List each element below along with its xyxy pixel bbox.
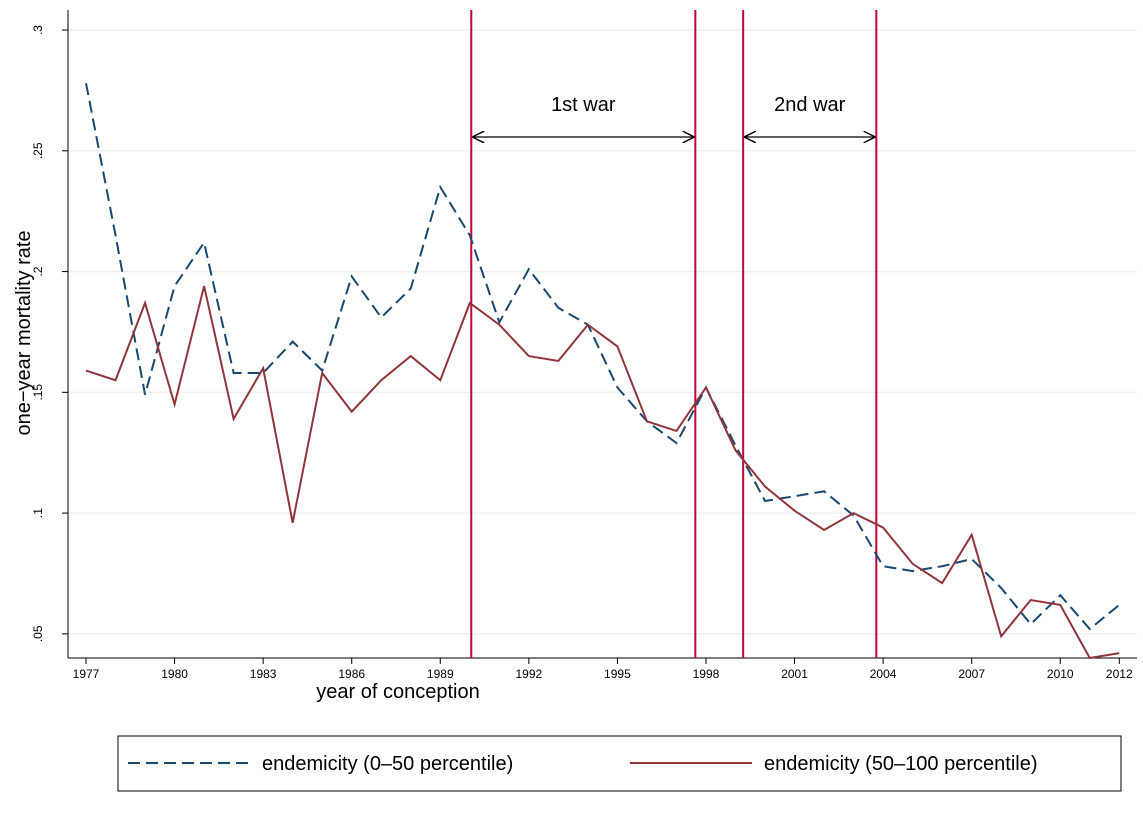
x-tick-label: 2007 bbox=[958, 667, 985, 681]
x-tick-label: 1980 bbox=[161, 667, 188, 681]
x-tick-label: 1977 bbox=[73, 667, 100, 681]
y-axis-title: one−year mortality rate bbox=[13, 230, 35, 435]
x-tick-label: 1989 bbox=[427, 667, 454, 681]
y-tick-label: .2 bbox=[31, 266, 45, 276]
x-tick-label: 1995 bbox=[604, 667, 631, 681]
x-tick-label: 2012 bbox=[1106, 667, 1133, 681]
y-tick-label: .05 bbox=[31, 625, 45, 642]
x-axis-title: year of conception bbox=[316, 681, 479, 703]
y-tick-label: .1 bbox=[31, 508, 45, 518]
annotation: 1st war bbox=[551, 94, 616, 116]
x-tick-label: 2001 bbox=[781, 667, 808, 681]
legend-label: endemicity (50–100 percentile) bbox=[764, 753, 1038, 775]
series-line bbox=[85, 285, 1120, 660]
series-line bbox=[85, 82, 1120, 631]
x-tick-label: 2004 bbox=[870, 667, 897, 681]
y-tick-label: .15 bbox=[31, 384, 45, 401]
x-tick-label: 1998 bbox=[693, 667, 720, 681]
x-tick-label: 1992 bbox=[515, 667, 542, 681]
y-tick-label: .3 bbox=[31, 25, 45, 35]
y-tick-label: .25 bbox=[31, 142, 45, 159]
annotation: 2nd war bbox=[774, 94, 845, 116]
legend-box bbox=[117, 735, 1122, 792]
x-tick-label: 2010 bbox=[1047, 667, 1074, 681]
x-tick-label: 1983 bbox=[250, 667, 277, 681]
x-tick-label: 1986 bbox=[338, 667, 365, 681]
legend-label: endemicity (0–50 percentile) bbox=[262, 753, 513, 775]
